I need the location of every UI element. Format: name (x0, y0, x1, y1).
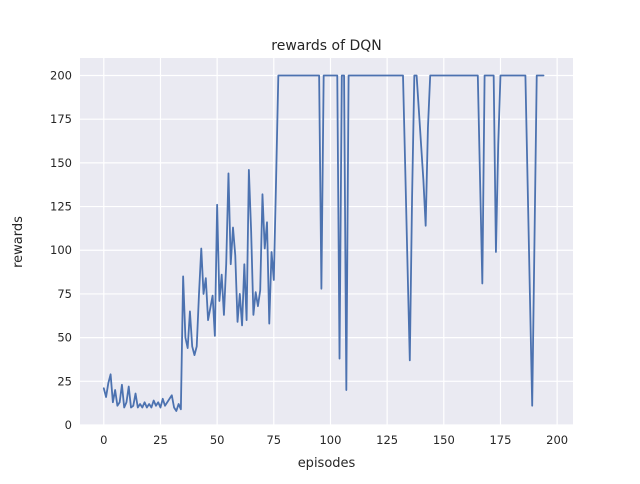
y-tick-label: 25 (57, 374, 72, 388)
x-tick-label: 125 (376, 433, 398, 447)
x-tick-label: 50 (210, 433, 225, 447)
y-tick-label: 0 (65, 418, 72, 432)
y-axis-label: rewards (11, 216, 26, 268)
x-tick-label: 175 (489, 433, 511, 447)
y-tick-label: 100 (50, 243, 72, 257)
y-tick-label: 175 (50, 112, 72, 126)
x-tick-label: 100 (319, 433, 341, 447)
x-tick-label: 75 (266, 433, 281, 447)
y-tick-label: 200 (50, 68, 72, 82)
y-tick-label: 50 (57, 331, 72, 345)
x-tick-label: 150 (433, 433, 455, 447)
x-tick-label: 25 (153, 433, 168, 447)
y-tick-label: 125 (50, 200, 72, 214)
x-tick-label: 0 (100, 433, 107, 447)
dqn-reward-line (102, 74, 545, 412)
x-axis-label: episodes (298, 456, 356, 471)
chart-title: rewards of DQN (271, 38, 381, 54)
y-tick-label: 150 (50, 156, 72, 170)
y-tick-label: 75 (57, 287, 72, 301)
x-tick-label: 200 (546, 433, 568, 447)
